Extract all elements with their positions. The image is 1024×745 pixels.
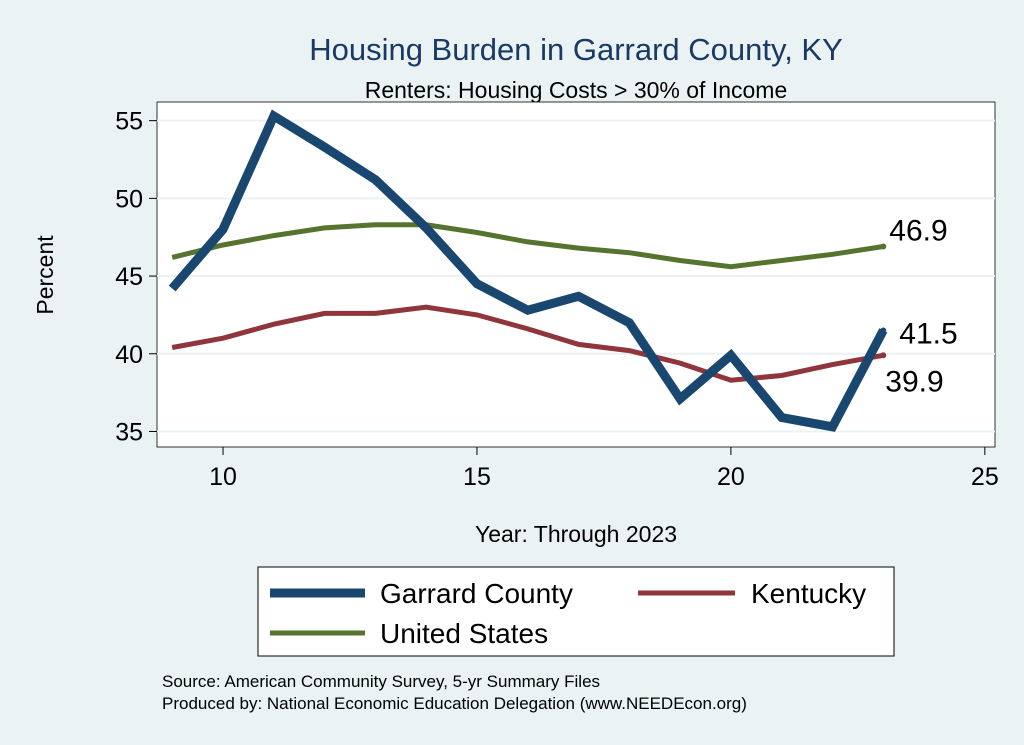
- produced-by-note: Produced by: National Economic Education…: [162, 694, 747, 713]
- series-lines: [168, 109, 888, 432]
- axes: 35 40 45 50 55 10 15 20 25: [115, 108, 999, 491]
- y-tick-label: 45: [115, 263, 143, 291]
- legend-box: [257, 566, 895, 657]
- series-line-kentucky: [171, 304, 884, 383]
- y-tick-label: 50: [115, 185, 143, 213]
- legend: Garrard County Kentucky United States: [257, 566, 895, 657]
- x-tick-label: 25: [971, 463, 999, 491]
- series-end-point: [880, 243, 887, 250]
- series-line-garrard: [168, 109, 888, 432]
- x-tick-label: 20: [717, 463, 745, 491]
- y-tick-label: 55: [115, 108, 143, 136]
- x-tick-label: 15: [463, 463, 491, 491]
- gridlines: [157, 119, 995, 433]
- plot-area: [156, 101, 996, 448]
- x-axis-label: Year: Through 2023: [475, 521, 677, 547]
- legend-label-kentucky: Kentucky: [751, 578, 866, 609]
- chart-subtitle: Renters: Housing Costs > 30% of Income: [365, 77, 788, 103]
- source-note: Source: American Community Survey, 5-yr …: [162, 672, 600, 691]
- legend-label-garrard: Garrard County: [380, 578, 573, 609]
- legend-label-us: United States: [380, 618, 548, 649]
- y-tick-label: 35: [115, 418, 143, 446]
- end-label-us: 46.9: [889, 215, 947, 248]
- series-end-point: [880, 327, 887, 334]
- end-label-kentucky: 39.9: [885, 365, 943, 398]
- chart-title: Housing Burden in Garrard County, KY: [309, 32, 843, 67]
- series-end-point: [880, 352, 887, 359]
- x-tick-label: 10: [209, 463, 237, 491]
- series-line-us: [171, 222, 884, 270]
- y-tick-label: 40: [115, 341, 143, 369]
- y-axis-label: Percent: [32, 235, 58, 315]
- end-labels: 41.5 39.9 46.9: [885, 215, 957, 399]
- end-label-garrard: 41.5: [899, 317, 957, 350]
